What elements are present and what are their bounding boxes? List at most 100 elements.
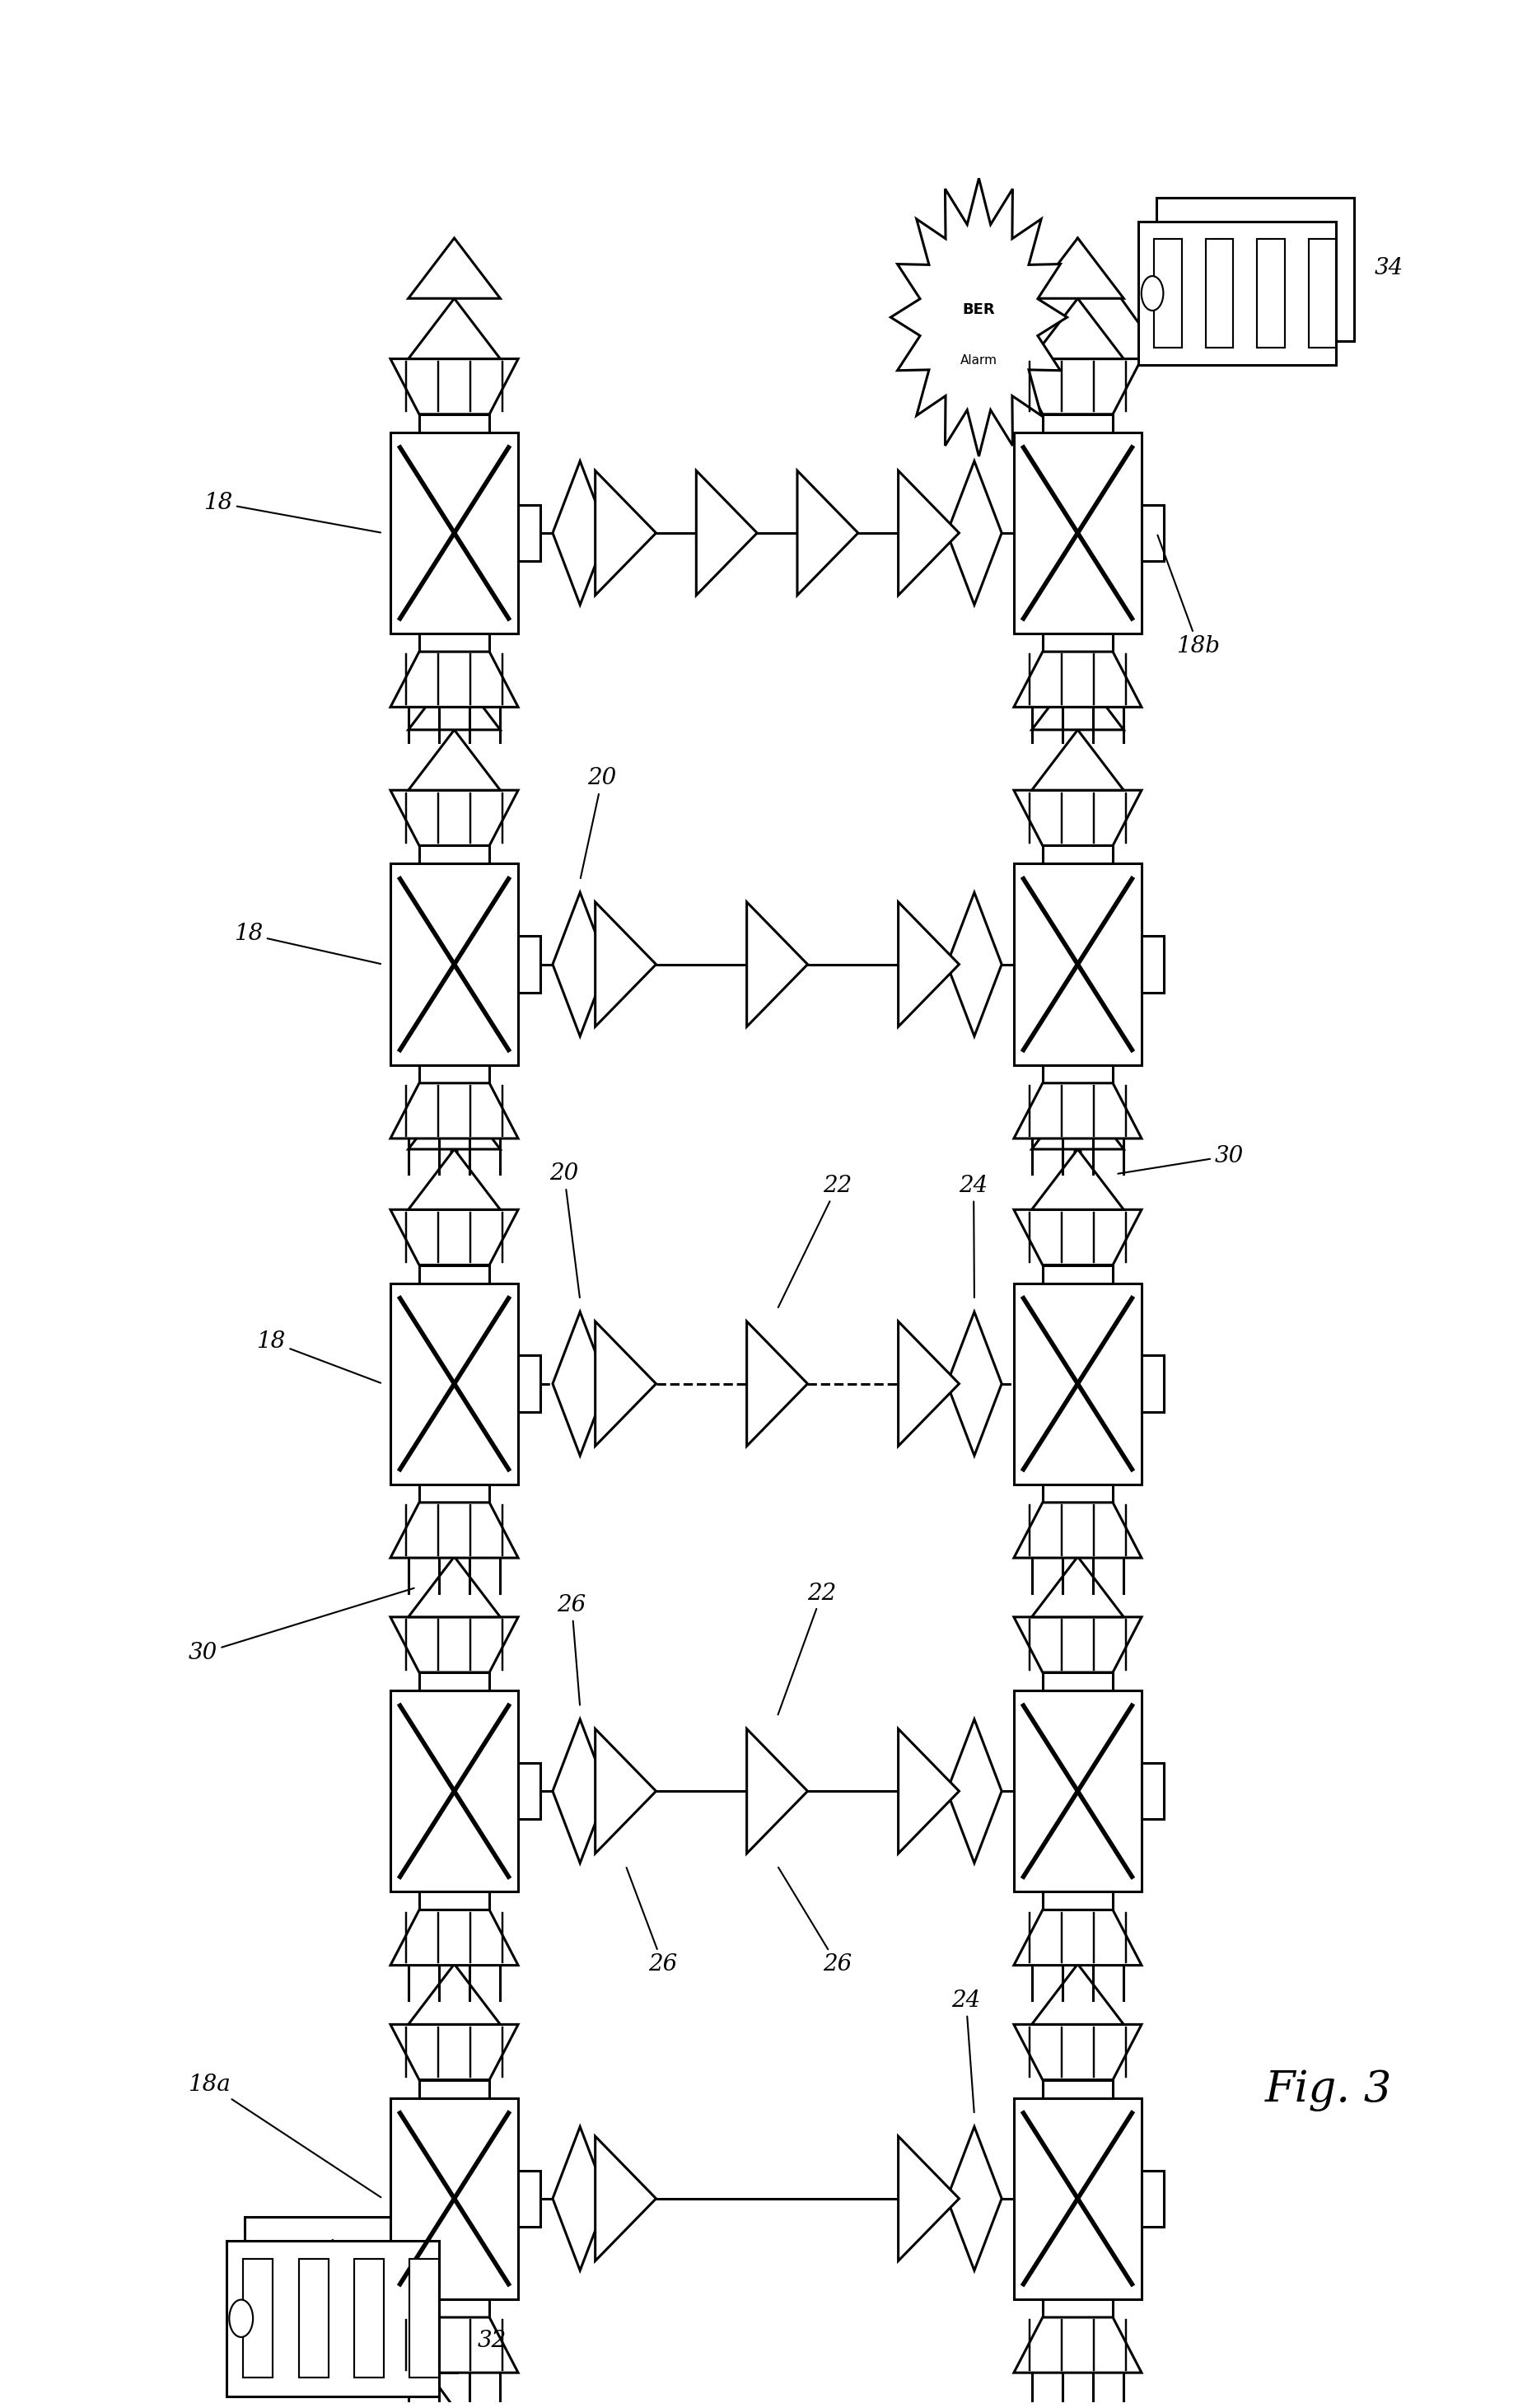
Polygon shape [1031,1556,1123,1618]
Polygon shape [1031,238,1123,299]
Text: 20: 20 [550,1163,579,1298]
Polygon shape [1014,1910,1141,1965]
Polygon shape [409,299,501,359]
Text: 30: 30 [188,1589,414,1664]
Bar [1014,864,1141,1064]
Polygon shape [409,1495,501,1556]
Text: 24: 24 [951,1989,980,2112]
Bar [1308,238,1336,347]
Polygon shape [1031,1965,1123,2025]
Bar [245,2215,458,2372]
Polygon shape [746,903,807,1026]
Bar [1043,2081,1112,2097]
Bar [1043,1893,1112,1910]
Text: 18a: 18a [188,2073,381,2199]
Bar [1043,414,1112,433]
Polygon shape [1014,1209,1141,1264]
Polygon shape [1031,669,1123,730]
Text: 26: 26 [558,1594,587,1705]
Polygon shape [1014,790,1141,845]
Bar [1141,937,1164,992]
Bar [409,2259,440,2377]
Bar [420,1264,489,1283]
Polygon shape [1014,2025,1141,2081]
Bar [518,937,541,992]
Bar [518,1356,541,1411]
Polygon shape [409,238,501,299]
Polygon shape [391,359,518,414]
Polygon shape [1031,1495,1123,1556]
Polygon shape [391,1084,518,1139]
Polygon shape [746,1322,807,1447]
Bar [354,2259,383,2377]
Polygon shape [391,1503,518,1558]
Bar [1043,1674,1112,1690]
Polygon shape [1031,1149,1123,1209]
Bar [1014,2097,1141,2300]
Text: 18b: 18b [1158,535,1219,657]
Bar [1043,1064,1112,1084]
Text: 22: 22 [778,1582,836,1714]
Bar [1043,845,1112,864]
Text: Alarm: Alarm [961,354,997,366]
Bar [420,2300,489,2316]
Polygon shape [890,178,1068,455]
Polygon shape [947,2126,1002,2271]
Text: 30: 30 [1118,1144,1244,1173]
Text: 32: 32 [476,2331,506,2353]
Bar [1014,1690,1141,1893]
Bar [1258,238,1285,347]
Bar [1043,1483,1112,1503]
Bar [1141,1356,1164,1411]
Bar [391,2097,518,2300]
Bar [1043,633,1112,653]
Bar [1043,2300,1112,2316]
Polygon shape [898,1322,959,1447]
Bar [518,2170,541,2227]
Text: 34: 34 [1374,258,1403,279]
Text: 18: 18 [234,922,380,963]
Polygon shape [391,2316,518,2372]
Polygon shape [898,903,959,1026]
Text: 26: 26 [778,1869,852,1977]
Polygon shape [898,470,959,595]
Bar [1141,1763,1164,1820]
Polygon shape [1014,2316,1141,2372]
Text: 22: 22 [778,1175,852,1308]
Circle shape [1141,277,1163,311]
Polygon shape [553,1312,607,1457]
Bar [1154,238,1183,347]
Polygon shape [391,1618,518,1674]
Bar [420,1483,489,1503]
Bar [244,2259,273,2377]
Bar [1138,222,1336,366]
Bar [1141,2170,1164,2227]
Bar [227,2239,440,2396]
Bar [1014,1283,1141,1483]
Polygon shape [409,1905,501,1965]
Polygon shape [596,2136,656,2261]
Bar [391,1283,518,1483]
Polygon shape [409,1149,501,1209]
Bar [1206,238,1233,347]
Polygon shape [947,893,1002,1035]
Bar [299,2259,328,2377]
Polygon shape [1014,1084,1141,1139]
Polygon shape [553,893,607,1035]
Polygon shape [553,2126,607,2271]
Bar [518,506,541,561]
Polygon shape [1014,1618,1141,1674]
Bar [1141,506,1164,561]
Text: Fig. 3: Fig. 3 [1265,2071,1393,2112]
Polygon shape [409,669,501,730]
Polygon shape [947,460,1002,604]
Polygon shape [409,1965,501,2025]
Polygon shape [1014,653,1141,708]
Polygon shape [409,1088,501,1149]
Polygon shape [947,1312,1002,1457]
Bar [1157,197,1354,342]
Bar [420,633,489,653]
Polygon shape [1014,359,1141,414]
Text: 24: 24 [959,1175,988,1298]
Text: 26: 26 [627,1869,677,1977]
